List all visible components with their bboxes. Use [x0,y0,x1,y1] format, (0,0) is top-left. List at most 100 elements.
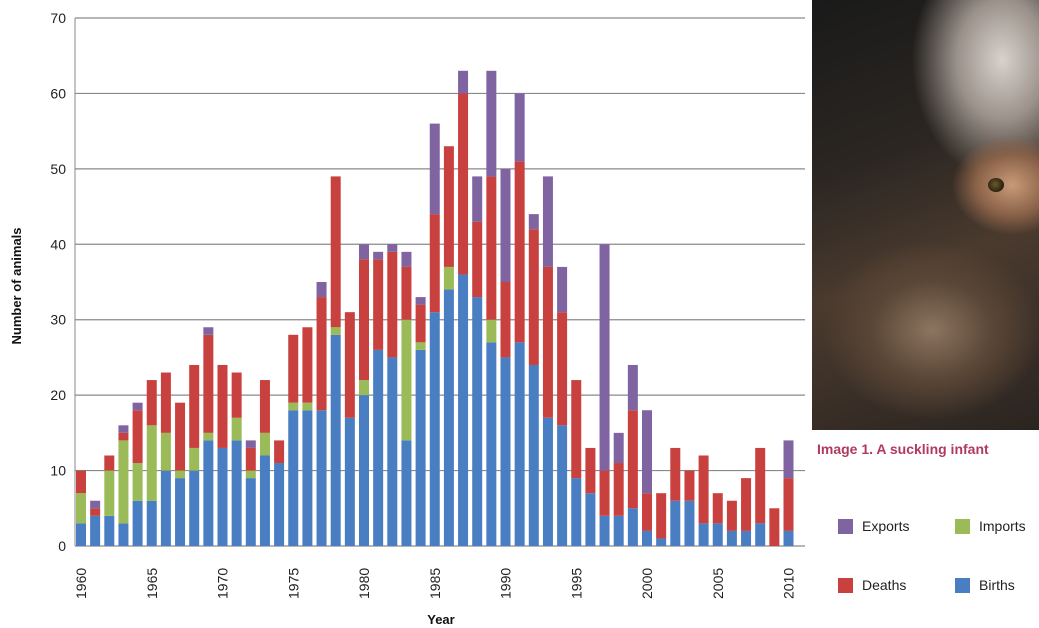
bar-births-1966 [160,470,171,546]
bar-births-2008 [755,523,766,546]
y-tick-label: 70 [50,10,66,26]
bar-deaths-2003 [684,470,695,501]
bar-exports-1963 [118,425,129,433]
legend-swatch-births [955,577,970,593]
bar-births-1982 [387,357,398,546]
y-axis-title: Number of animals [9,227,24,344]
y-tick-label: 30 [50,312,66,328]
bar-deaths-1980 [359,259,369,381]
bar-imports-1969 [203,432,214,441]
bar-deaths-1975 [288,334,299,403]
bar-imports-1975 [288,402,299,411]
bar-deaths-1998 [613,463,624,516]
bar-deaths-1960 [76,470,86,494]
bar-births-1996 [585,493,596,546]
bar-births-1983 [401,440,412,546]
bar-births-1970 [217,447,228,546]
bar-exports-1991 [514,93,525,162]
y-tick-label: 60 [50,85,66,101]
bar-births-1965 [146,500,157,546]
bar-exports-1983 [401,251,412,267]
bar-births-1964 [132,500,143,546]
bar-imports-1966 [160,432,171,471]
bar-deaths-2000 [642,493,652,531]
bar-deaths-2001 [656,493,667,539]
bar-births-1971 [231,440,242,546]
bar-deaths-2007 [741,478,752,531]
x-tick-label: 1990 [498,568,514,599]
legend-label-exports: Exports [862,518,910,534]
x-axis-title: Year [427,612,454,627]
bar-deaths-1986 [443,146,454,267]
bar-deaths-1963 [118,432,129,441]
bar-births-1975 [288,410,299,546]
bar-births-1972 [245,478,256,546]
bar-deaths-1984 [415,304,426,343]
bar-exports-1993 [542,176,553,267]
bar-deaths-1979 [344,312,355,418]
bar-deaths-1994 [557,312,568,426]
bar-births-2000 [642,530,652,546]
bar-imports-1967 [175,470,186,479]
stacked-bar-chart: 0 10 20 30 40 50 60 70 1960 1965 1970 1975 1980 1985… [9,10,805,627]
bar-births-2007 [741,530,752,546]
bar-imports-1986 [443,266,454,290]
infant-eye [988,178,1004,192]
bar-imports-1963 [118,440,129,524]
y-tick-label: 40 [50,236,66,252]
y-tick-label: 20 [50,387,66,403]
bar-deaths-1985 [429,214,440,313]
legend-swatch-exports [838,518,853,534]
photo-caption: Image 1. A suckling infant [817,441,989,457]
bar-imports-1973 [259,432,270,456]
bar-deaths-2005 [712,493,723,524]
bar-deaths-1972 [245,447,256,471]
bar-exports-1989 [486,70,497,177]
bar-deaths-1966 [160,372,171,433]
bar-births-1995 [571,478,582,546]
bar-deaths-1987 [458,93,469,275]
bar-imports-1964 [132,463,143,501]
x-tick-label: 2000 [639,568,655,599]
bar-deaths-1967 [175,402,186,471]
legend-imports: Imports [955,518,1026,534]
bar-deaths-1997 [599,470,610,516]
legend-swatch-deaths [838,577,853,593]
bar-exports-1961 [90,500,101,509]
bar-births-1984 [415,349,426,546]
bar-births-2002 [670,500,681,546]
bar-births-1977 [316,410,327,546]
bar-births-1989 [486,342,497,546]
bar-deaths-1981 [373,259,384,350]
bar-deaths-1978 [330,176,341,328]
bar-births-1991 [514,342,525,546]
bar-imports-1978 [330,327,341,335]
bar-births-1962 [104,515,115,546]
bar-deaths-1974 [274,440,285,464]
bar-deaths-1982 [387,251,398,358]
bar-imports-1971 [231,417,242,441]
bar-deaths-2008 [755,447,766,524]
bar-exports-1988 [472,176,483,222]
bar-deaths-2010 [783,478,794,531]
x-tick-label: 2010 [781,568,797,599]
bar-exports-2010 [783,440,794,479]
y-axis: 0 10 20 30 40 50 60 70 [50,10,76,554]
bar-deaths-1968 [189,364,200,448]
bar-births-1973 [259,455,270,546]
bar-exports-1998 [613,432,624,464]
legend-label-imports: Imports [979,518,1026,534]
bar-deaths-1988 [472,221,483,298]
bar-births-1990 [500,357,511,546]
legend-births: Births [955,577,1015,593]
bar-exports-1987 [458,70,469,94]
bar-births-1968 [189,470,200,546]
bar-births-2006 [726,530,737,546]
y-tick-label: 50 [50,161,66,177]
monkey-infant-photo [812,0,1039,430]
bar-deaths-1999 [627,410,638,509]
bar-exports-1990 [500,168,511,282]
bar-imports-1983 [401,319,412,441]
bar-births-2010 [783,530,794,546]
bar-births-1960 [76,523,86,546]
